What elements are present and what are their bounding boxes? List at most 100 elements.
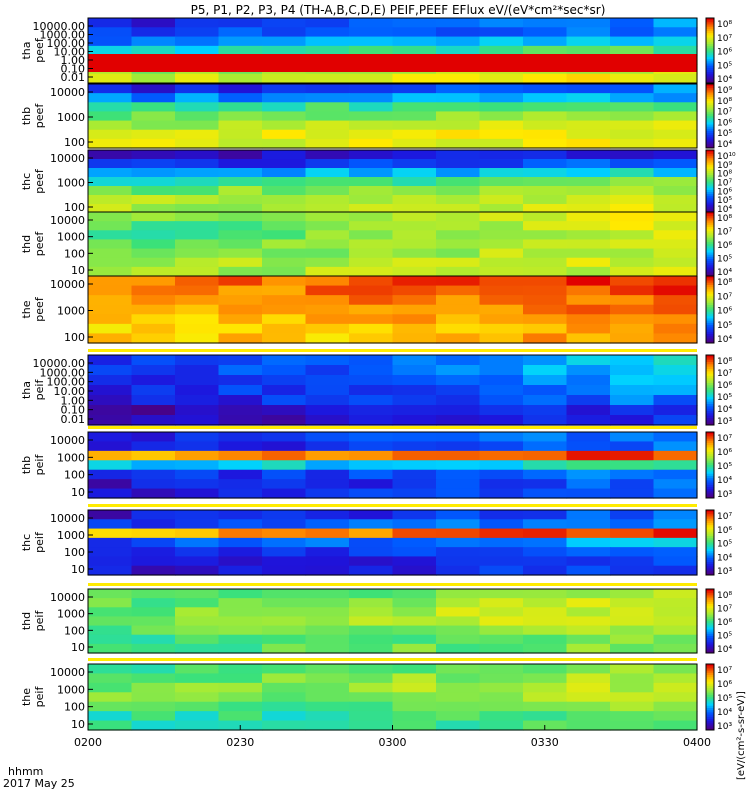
heatmap-cell bbox=[88, 168, 133, 178]
heatmap-cell bbox=[218, 375, 263, 386]
heatmap-cell bbox=[262, 177, 307, 187]
heatmap-cell bbox=[610, 547, 655, 558]
heatmap-cell bbox=[566, 432, 611, 443]
colorbar-segment bbox=[706, 510, 714, 513]
colorbar-tick-label: 10⁷ bbox=[717, 434, 732, 444]
colorbar-segment bbox=[706, 212, 714, 215]
heatmap-cell bbox=[436, 248, 481, 259]
y-tick-label: 1000 bbox=[57, 608, 85, 621]
heatmap-cell bbox=[175, 450, 220, 461]
colorbar-segment bbox=[706, 198, 714, 201]
heatmap-cell bbox=[175, 607, 220, 618]
heatmap-cell bbox=[218, 257, 263, 268]
colorbar-segment bbox=[706, 28, 714, 32]
colorbar-tick-label: 10⁴ bbox=[717, 205, 732, 215]
heatmap-cell bbox=[305, 84, 350, 94]
heatmap-cell bbox=[566, 598, 611, 608]
colorbar-segment bbox=[706, 98, 714, 102]
heatmap-cell bbox=[218, 664, 263, 675]
colorbar-segment bbox=[706, 721, 714, 724]
heatmap-cell bbox=[175, 333, 220, 344]
colorbar-segment bbox=[706, 364, 714, 368]
heatmap-cell bbox=[175, 314, 220, 325]
heatmap-cell bbox=[131, 460, 176, 471]
colorbar-segment bbox=[706, 471, 714, 475]
heatmap-cell bbox=[523, 450, 568, 461]
heatmap-cell bbox=[218, 365, 263, 376]
heatmap-cell bbox=[436, 285, 481, 296]
colorbar-tick-label: 10⁴ bbox=[717, 476, 732, 486]
heatmap-cell bbox=[175, 460, 220, 471]
y-tick-label: 1000 bbox=[57, 177, 85, 190]
heatmap-cell bbox=[566, 120, 611, 131]
heatmap-cell bbox=[175, 510, 220, 520]
colorbar-tick-label: 10⁷ bbox=[717, 369, 732, 379]
heatmap-cell bbox=[218, 177, 263, 187]
colorbar-segment bbox=[706, 133, 714, 136]
heatmap-cell bbox=[218, 93, 263, 103]
heatmap-cell bbox=[349, 266, 394, 277]
heatmap-cell bbox=[131, 257, 176, 268]
heatmap-cell bbox=[566, 45, 611, 56]
heatmap-cell bbox=[479, 625, 524, 636]
heatmap-cell bbox=[305, 692, 350, 703]
colorbar-segment bbox=[706, 603, 714, 607]
colorbar-segment bbox=[706, 302, 714, 306]
heatmap-cell bbox=[523, 159, 568, 169]
heatmap-cell bbox=[175, 625, 220, 636]
colorbar-segment bbox=[706, 555, 714, 559]
heatmap-cell bbox=[653, 248, 698, 259]
heatmap-cell bbox=[131, 323, 176, 335]
colorbar-tick-label: 10⁵ bbox=[717, 129, 732, 139]
heatmap-cell bbox=[566, 102, 611, 113]
heatmap-cell bbox=[175, 441, 220, 452]
heatmap-cell bbox=[566, 257, 611, 268]
heatmap-cell bbox=[262, 682, 307, 693]
panel-frame bbox=[87, 588, 698, 654]
colorbar-segment bbox=[706, 111, 714, 115]
heatmap-cell bbox=[175, 598, 220, 608]
heatmap-cell bbox=[349, 365, 394, 376]
colorbar-segment bbox=[706, 162, 714, 166]
colorbar-segment bbox=[706, 562, 714, 565]
heatmap-cell bbox=[436, 469, 481, 480]
colorbar-segment bbox=[706, 529, 714, 533]
colorbar-tick-label: 10⁹ bbox=[717, 86, 732, 96]
heatmap-cell bbox=[175, 365, 220, 376]
heatmap-cell bbox=[392, 266, 437, 277]
colorbar-tick-label: 10⁶ bbox=[717, 48, 732, 58]
heatmap-cell bbox=[523, 36, 568, 47]
heatmap-cell bbox=[523, 365, 568, 376]
heatmap-cell bbox=[566, 565, 611, 576]
heatmap-cell bbox=[653, 565, 698, 576]
heatmap-cell bbox=[305, 304, 350, 315]
heatmap-cell bbox=[88, 45, 133, 56]
heatmap-cell bbox=[131, 276, 176, 287]
colorbar-segment bbox=[706, 261, 714, 264]
colorbar-segment bbox=[706, 572, 714, 576]
heatmap-cell bbox=[653, 405, 698, 416]
heatmap-cell bbox=[262, 607, 307, 618]
heatmap-cell bbox=[610, 450, 655, 461]
heatmap-cell bbox=[653, 18, 698, 28]
heatmap-cell bbox=[349, 395, 394, 406]
y-tick-label: 10 bbox=[71, 486, 85, 499]
heatmap-cell bbox=[566, 314, 611, 325]
heatmap-cell bbox=[262, 692, 307, 703]
colorbar-frame bbox=[705, 83, 715, 149]
heatmap-cell bbox=[262, 159, 307, 169]
heatmap-cell bbox=[479, 285, 524, 296]
heatmap-cell bbox=[523, 460, 568, 471]
colorbar-segment bbox=[706, 105, 714, 108]
heatmap-cell bbox=[218, 221, 263, 231]
heatmap-cell bbox=[653, 625, 698, 636]
heatmap-cell bbox=[218, 314, 263, 325]
heatmap-cell bbox=[175, 701, 220, 712]
heatmap-cell bbox=[523, 177, 568, 187]
heatmap-cell bbox=[218, 159, 263, 169]
colorbar-tick-label: 10³ bbox=[717, 417, 732, 427]
heatmap-cell bbox=[566, 634, 611, 645]
heatmap-cell bbox=[523, 285, 568, 296]
heatmap-cell bbox=[305, 682, 350, 693]
colorbar-segment bbox=[706, 495, 714, 499]
